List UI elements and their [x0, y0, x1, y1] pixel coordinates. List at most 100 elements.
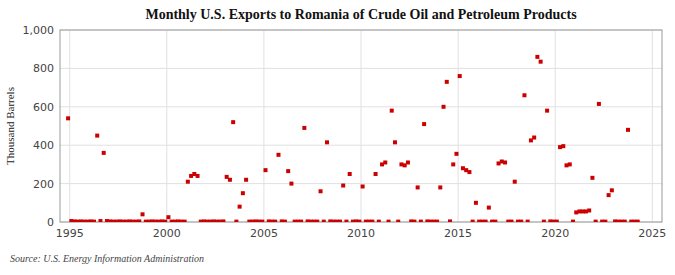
point [396, 220, 400, 222]
point [510, 220, 514, 222]
point [451, 162, 455, 166]
point [370, 220, 374, 222]
point [568, 162, 572, 166]
grid-line [652, 30, 653, 222]
point [221, 219, 225, 222]
point [238, 205, 242, 209]
point [535, 55, 539, 59]
point [299, 220, 303, 222]
point [539, 60, 543, 64]
source-note: Source: U.S. Energy Information Administ… [10, 253, 204, 264]
grid-line [555, 30, 556, 222]
point [344, 220, 348, 222]
point [474, 201, 478, 205]
tick-label: 800 [33, 62, 54, 75]
point [493, 220, 497, 222]
point [283, 220, 287, 222]
point [163, 220, 167, 222]
point [445, 80, 449, 84]
point [325, 140, 329, 144]
point [264, 168, 268, 172]
point [519, 220, 523, 222]
tick-label: 2000 [153, 227, 181, 240]
point [260, 220, 264, 222]
point [98, 219, 102, 222]
tick-label: 2025 [638, 227, 666, 240]
point [590, 176, 594, 180]
point [374, 172, 378, 176]
point [166, 215, 170, 219]
point [503, 160, 507, 164]
point [183, 220, 187, 222]
point [442, 105, 446, 109]
point [348, 172, 352, 176]
point [286, 169, 290, 173]
point [458, 74, 462, 78]
point [571, 220, 575, 222]
grid-line [166, 30, 167, 222]
point [626, 128, 630, 132]
tick-label: 600 [33, 101, 54, 114]
point [471, 220, 475, 222]
point [532, 136, 536, 140]
point [406, 160, 410, 164]
y-axis-label: Thousand Barrels [4, 87, 16, 165]
axes: 02004006008001,0001995200020052010201520… [23, 24, 667, 240]
point [412, 220, 416, 222]
point [597, 102, 601, 106]
point [341, 184, 345, 188]
chart: 02004006008001,0001995200020052010201520… [0, 0, 675, 275]
point [137, 219, 141, 222]
point [416, 185, 420, 189]
tick-label: 1995 [56, 227, 84, 240]
points [66, 55, 640, 222]
point [196, 174, 200, 178]
plot-frame [60, 30, 662, 222]
point [623, 220, 627, 222]
point [361, 184, 365, 188]
grid [60, 30, 662, 222]
point [66, 116, 70, 120]
point [435, 220, 439, 222]
point [141, 212, 145, 216]
point [102, 151, 106, 155]
grid-line [263, 30, 264, 222]
point [610, 188, 614, 192]
point [273, 220, 277, 222]
point [607, 193, 611, 197]
point [526, 220, 530, 222]
point [636, 220, 640, 222]
point [338, 220, 342, 222]
point [244, 178, 248, 182]
point [186, 180, 190, 184]
point [603, 220, 607, 222]
tick-label: 2010 [347, 227, 375, 240]
tick-label: 400 [33, 139, 54, 152]
point [377, 220, 381, 222]
point [393, 140, 397, 144]
tick-label: 0 [47, 216, 54, 229]
point [454, 152, 458, 156]
point [522, 93, 526, 97]
point [289, 182, 293, 186]
tick-label: 2015 [444, 227, 472, 240]
point [542, 220, 546, 222]
point [383, 160, 387, 164]
point [228, 178, 232, 182]
tick-label: 1,000 [23, 24, 55, 37]
point [513, 180, 517, 184]
point [594, 220, 598, 222]
point [484, 220, 488, 222]
tick-label: 2020 [541, 227, 569, 240]
point [95, 134, 99, 138]
point [234, 220, 238, 222]
tick-label: 2005 [250, 227, 278, 240]
point [422, 122, 426, 126]
point [561, 144, 565, 148]
title: Monthly U.S. Exports to Romania of Crude… [145, 7, 577, 22]
point [387, 220, 391, 222]
point [319, 189, 323, 193]
point [302, 126, 306, 130]
point [315, 220, 319, 222]
plot-area [60, 30, 662, 222]
